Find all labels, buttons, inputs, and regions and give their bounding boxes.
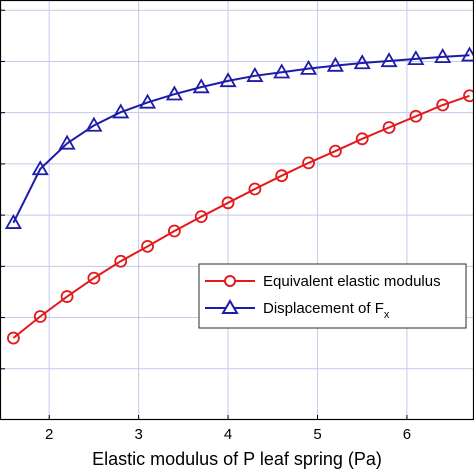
- data-point-circle: [87, 271, 101, 285]
- data-point-triangle: [112, 103, 130, 119]
- data-point-circle: [114, 254, 128, 268]
- data-point-triangle: [192, 78, 210, 94]
- data-point-circle: [409, 109, 423, 123]
- data-point-triangle: [4, 213, 22, 229]
- data-point-circle: [167, 224, 181, 238]
- data-point-triangle: [85, 116, 103, 132]
- data-point-triangle: [353, 54, 371, 70]
- x-tick-label: 6: [403, 426, 411, 443]
- legend: Equivalent elastic modulus Displacement …: [198, 263, 467, 329]
- data-point-triangle: [31, 160, 49, 176]
- series-line-1: [12, 54, 470, 224]
- data-point-circle: [328, 144, 342, 158]
- legend-label-displacement-subscript: x: [384, 309, 390, 321]
- data-point-triangle: [58, 134, 76, 150]
- legend-marker-circle-icon: [224, 275, 236, 287]
- data-point-triangle: [246, 66, 264, 82]
- legend-label-displacement: Displacement of Fx: [263, 300, 390, 321]
- data-point-circle: [194, 210, 208, 224]
- data-point-circle: [275, 169, 289, 183]
- legend-label-equivalent: Equivalent elastic modulus: [263, 273, 441, 290]
- data-point-triangle: [380, 52, 398, 68]
- data-point-triangle: [299, 59, 318, 75]
- data-point-circle: [302, 156, 315, 170]
- x-axis-label: Elastic modulus of P leaf spring (Pa): [92, 449, 382, 469]
- data-point-circle: [463, 89, 474, 103]
- legend-label-displacement-main: Displacement of F: [263, 300, 384, 317]
- data-point-circle: [436, 98, 450, 112]
- grid-lines: [0, 0, 474, 420]
- legend-box: [198, 263, 467, 329]
- x-tick-label: 2: [45, 426, 53, 443]
- data-point-triangle: [434, 48, 452, 64]
- data-point-triangle: [407, 50, 425, 66]
- data-point-circle: [141, 239, 154, 253]
- data-point-circle: [355, 132, 369, 146]
- axes-frame: [0, 0, 474, 421]
- data-point-circle: [33, 310, 47, 323]
- x-tick-label: 3: [134, 426, 142, 443]
- x-tick-label: 5: [313, 426, 321, 443]
- data-point-circle: [248, 182, 262, 196]
- data-point-triangle: [273, 63, 291, 79]
- x-tick-label: 4: [224, 426, 232, 443]
- data-point-circle: [7, 331, 20, 345]
- data-point-triangle: [139, 93, 157, 109]
- data-point-circle: [221, 196, 235, 210]
- data-point-triangle: [165, 85, 183, 101]
- data-point-triangle: [326, 56, 344, 72]
- data-point-triangle: [219, 72, 237, 88]
- axes: 2 3 4 5 6: [0, 0, 474, 443]
- legend-marker-triangle-icon: [221, 299, 239, 314]
- data-point-circle: [60, 290, 74, 303]
- data-point-circle: [382, 121, 396, 134]
- plot-area: [4, 46, 474, 345]
